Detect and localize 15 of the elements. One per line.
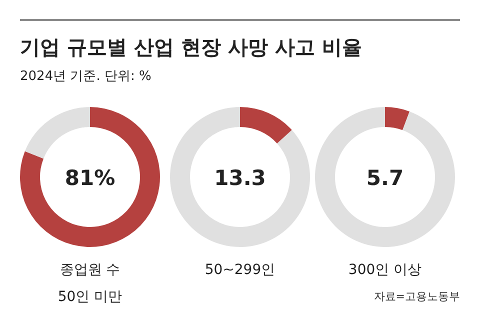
- text: 자료=고용노동부: [374, 290, 460, 303]
- donut-slice: [315, 107, 455, 247]
- donut-slice: [240, 107, 292, 144]
- chart-title: 기업 규모별 산업 현장 사망 사고 비율: [20, 35, 362, 59]
- donut-slice: [20, 107, 160, 247]
- text: 종업원 수 50인 미만: [58, 262, 122, 305]
- donut-slice: [24, 107, 90, 159]
- chart-subtitle: 2024년 기준. 단위: %: [20, 69, 152, 84]
- text: 5.7: [366, 166, 404, 190]
- text: 300인 이상: [348, 262, 422, 278]
- donut-slice: [170, 107, 310, 247]
- text: 13.3: [214, 166, 266, 190]
- text: 50~299인: [204, 262, 276, 278]
- donut-slice: [385, 107, 410, 130]
- text: 81%: [64, 166, 116, 190]
